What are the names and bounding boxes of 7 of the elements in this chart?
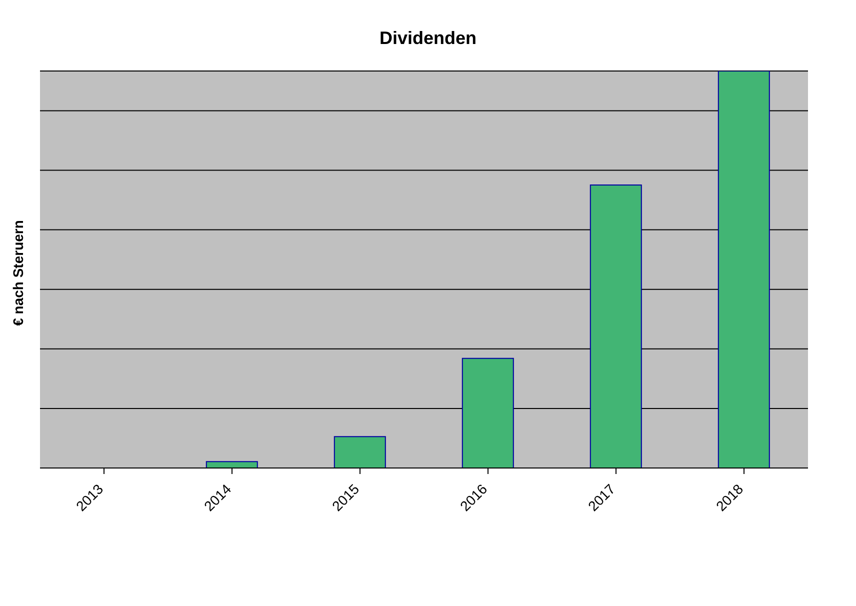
bar <box>590 184 642 468</box>
bar <box>718 71 770 468</box>
bar <box>462 358 514 468</box>
y-axis-title: € nach Steruern <box>10 220 26 326</box>
bar <box>334 436 386 468</box>
bar <box>206 461 258 468</box>
chart-title: Dividenden <box>378 28 478 49</box>
